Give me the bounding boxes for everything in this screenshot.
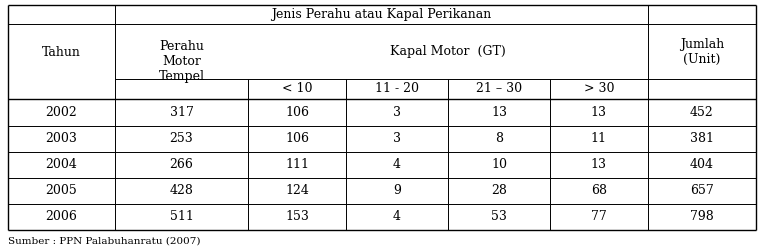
Text: 13: 13 — [491, 106, 507, 119]
Text: 381: 381 — [690, 133, 714, 145]
Text: 11: 11 — [591, 133, 607, 145]
Text: 404: 404 — [690, 159, 714, 172]
Text: 2004: 2004 — [45, 159, 77, 172]
Text: 106: 106 — [285, 106, 309, 119]
Text: 28: 28 — [491, 184, 507, 198]
Text: 798: 798 — [690, 210, 714, 224]
Text: 317: 317 — [170, 106, 193, 119]
Text: 8: 8 — [495, 133, 503, 145]
Text: 657: 657 — [690, 184, 714, 198]
Text: 253: 253 — [170, 133, 193, 145]
Text: 68: 68 — [591, 184, 607, 198]
Text: < 10: < 10 — [282, 82, 312, 96]
Text: 13: 13 — [591, 159, 607, 172]
Text: 428: 428 — [170, 184, 193, 198]
Text: 11 - 20: 11 - 20 — [375, 82, 419, 96]
Text: 2005: 2005 — [45, 184, 77, 198]
Text: 452: 452 — [690, 106, 714, 119]
Text: 2003: 2003 — [45, 133, 77, 145]
Text: 13: 13 — [591, 106, 607, 119]
Text: 106: 106 — [285, 133, 309, 145]
Text: 3: 3 — [393, 106, 401, 119]
Text: > 30: > 30 — [584, 82, 614, 96]
Text: 3: 3 — [393, 133, 401, 145]
Text: 124: 124 — [285, 184, 309, 198]
Text: Kapal Motor  (GT): Kapal Motor (GT) — [390, 45, 506, 58]
Text: 21 – 30: 21 – 30 — [476, 82, 522, 96]
Text: 111: 111 — [285, 159, 309, 172]
Text: Jenis Perahu atau Kapal Perikanan: Jenis Perahu atau Kapal Perikanan — [271, 8, 491, 21]
Text: 511: 511 — [170, 210, 193, 224]
Text: Jumlah
(Unit): Jumlah (Unit) — [680, 38, 724, 66]
Text: 2002: 2002 — [45, 106, 77, 119]
Text: 53: 53 — [491, 210, 507, 224]
Text: 4: 4 — [393, 210, 401, 224]
Text: 9: 9 — [393, 184, 401, 198]
Text: Tahun: Tahun — [42, 46, 81, 58]
Text: 266: 266 — [170, 159, 193, 172]
Text: 2006: 2006 — [45, 210, 77, 224]
Text: 77: 77 — [591, 210, 607, 224]
Text: 10: 10 — [491, 159, 507, 172]
Text: 153: 153 — [285, 210, 309, 224]
Text: Sumber : PPN Palabuhanratu (2007): Sumber : PPN Palabuhanratu (2007) — [8, 237, 200, 246]
Text: 4: 4 — [393, 159, 401, 172]
Text: Perahu
Motor
Tempel: Perahu Motor Tempel — [158, 40, 205, 83]
